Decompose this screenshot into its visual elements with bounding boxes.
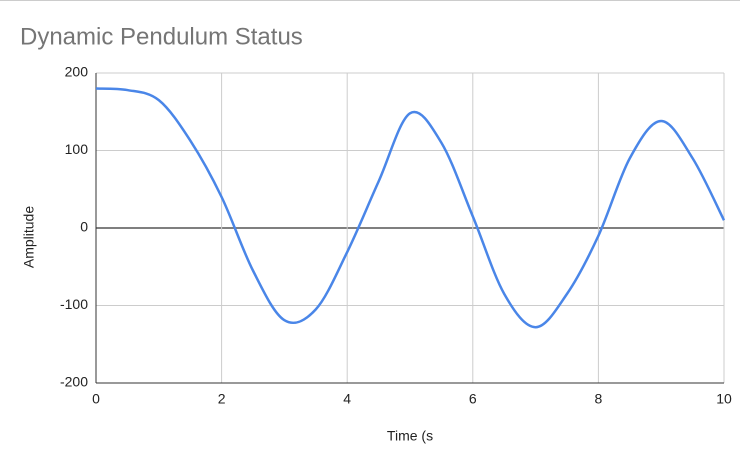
x-tick-label: 0 [92, 391, 100, 407]
y-tick-label: 200 [65, 64, 89, 80]
chart-title: Dynamic Pendulum Status [20, 23, 303, 50]
x-tick-label: 2 [218, 391, 226, 407]
x-tick-label: 8 [595, 391, 603, 407]
x-tick-label: 10 [716, 391, 732, 407]
x-tick-label: 4 [343, 391, 351, 407]
x-tick-label: 6 [469, 391, 477, 407]
y-tick-label: 0 [80, 219, 88, 235]
y-tick-label: -200 [60, 374, 88, 390]
y-tick-label: 100 [65, 141, 89, 157]
x-axis-label: Time (s [387, 428, 433, 444]
y-tick-label: -100 [60, 296, 88, 312]
y-axis-label: Amplitude [21, 206, 37, 268]
line-series [95, 87, 726, 329]
